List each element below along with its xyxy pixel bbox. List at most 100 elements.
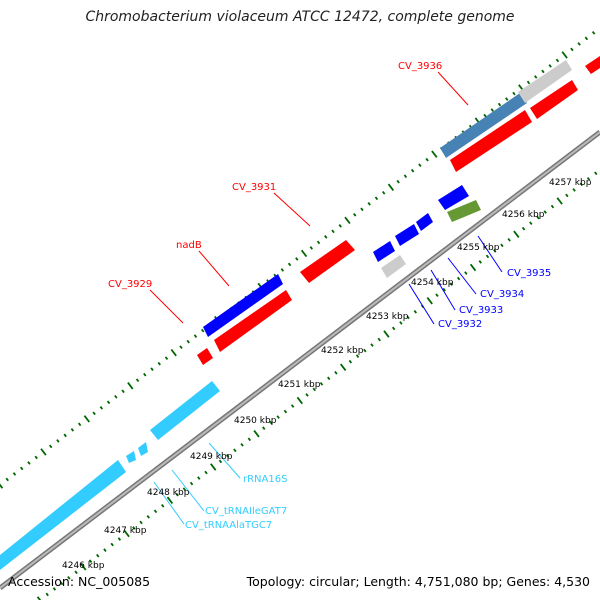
tick-mark: [374, 196, 379, 201]
tick-mark: [150, 367, 154, 372]
gene-rna-long[interactable]: [0, 460, 126, 570]
tick-mark: [324, 235, 328, 239]
tick-mark: [456, 276, 461, 281]
tick-mark: [121, 389, 125, 394]
tick-mark: [312, 387, 316, 392]
tick-mark: [74, 570, 78, 575]
tick-mark: [146, 515, 150, 519]
gene-red-b[interactable]: [530, 80, 578, 119]
tick-mark: [77, 422, 82, 427]
tick-mark: [577, 42, 581, 46]
label-cv-3933[interactable]: CV_3933: [459, 305, 503, 316]
tick-mark: [360, 207, 364, 212]
tick-mark: [110, 542, 114, 547]
tick-mark: [164, 356, 169, 360]
gene-cv-3936-a[interactable]: [440, 93, 527, 158]
tick-mark: [45, 592, 49, 597]
tick-mark: [363, 348, 367, 353]
genome-summary: Topology: circular; Length: 4,751,080 bp…: [246, 574, 590, 589]
tick-mark: [67, 576, 71, 580]
gene-cv-3932-a[interactable]: [395, 224, 419, 246]
tick-mark: [96, 553, 100, 558]
tick-mark: [201, 328, 205, 333]
gene-grey-b[interactable]: [381, 255, 406, 278]
label-nadb[interactable]: nadB: [176, 240, 202, 251]
gene-trna-ala[interactable]: [126, 451, 136, 463]
tick-mark: [338, 224, 342, 228]
tick-mark: [478, 260, 482, 264]
tick-mark: [435, 293, 439, 297]
tick-mark: [300, 249, 308, 258]
label-cv-3932[interactable]: CV_3932: [438, 319, 482, 330]
tick-mark: [27, 461, 31, 465]
scale-label: 4248 kbp: [147, 488, 190, 498]
tick-mark: [529, 221, 533, 225]
tick-mark: [70, 428, 75, 432]
tick-mark: [123, 529, 130, 538]
label-cv-3931[interactable]: CV_3931: [232, 182, 276, 193]
label-trna-ala[interactable]: CV_tRNAAlaTGC7: [185, 520, 272, 531]
backbone: [0, 130, 600, 590]
tick-mark: [240, 443, 244, 447]
label-rrna16s[interactable]: rRNA16S: [243, 474, 287, 485]
tick-mark: [485, 254, 490, 259]
label-cv-3935[interactable]: CV_3935: [507, 268, 551, 279]
tick-mark: [48, 444, 53, 449]
tick-mark: [283, 409, 288, 414]
tick-mark: [262, 426, 266, 431]
tick-mark: [339, 363, 347, 371]
tick-mark: [396, 179, 400, 184]
tick-mark: [233, 448, 237, 453]
tick-mark: [52, 587, 57, 591]
forward-features: [0, 56, 600, 570]
tick-mark: [483, 113, 487, 118]
leader-lines: [149, 71, 503, 525]
tick-mark: [543, 210, 547, 214]
gene-trna-ile[interactable]: [138, 442, 148, 456]
tick-mark: [295, 257, 299, 261]
tick-mark: [505, 97, 509, 101]
label-cv-3934[interactable]: CV_3934: [480, 289, 524, 300]
gene-cv-3932-b[interactable]: [373, 241, 395, 262]
tick-mark: [170, 348, 177, 357]
label-trna-ile[interactable]: CV_tRNAIleGAT7: [205, 506, 287, 517]
gene-rrna16s[interactable]: [150, 381, 220, 440]
label-cv-3936[interactable]: CV_3936: [398, 61, 442, 72]
tick-mark: [391, 326, 396, 331]
tick-mark: [353, 213, 357, 217]
tick-mark: [348, 359, 353, 364]
tick-mark: [534, 75, 538, 79]
gene-cv-3929[interactable]: [214, 290, 292, 352]
tick-mark: [377, 337, 381, 342]
tick-mark: [166, 496, 174, 504]
gene-red-c[interactable]: [585, 56, 600, 74]
scale-label: 4255 kbp: [457, 243, 500, 253]
outer-tick-ring: [0, 31, 596, 489]
gene-cv-3933[interactable]: [416, 213, 433, 231]
tick-mark: [296, 396, 303, 405]
gene-red-small[interactable]: [197, 348, 213, 365]
tick-mark: [431, 150, 438, 158]
tick-mark: [561, 51, 568, 59]
gene-grey-a[interactable]: [518, 60, 572, 103]
tick-mark: [500, 243, 504, 248]
gene-cv-3931[interactable]: [300, 240, 355, 283]
gene-cv-3935[interactable]: [447, 200, 481, 222]
tick-mark: [56, 439, 60, 443]
tick-mark: [210, 463, 217, 471]
tick-mark: [127, 382, 134, 390]
gene-cv-3934[interactable]: [438, 185, 469, 210]
tick-mark: [99, 405, 104, 410]
label-cv-3929[interactable]: CV_3929: [108, 279, 152, 290]
tick-mark: [387, 183, 395, 191]
tick-mark: [355, 354, 360, 358]
scale-label: 4254 kbp: [411, 278, 454, 288]
tick-mark: [370, 343, 374, 347]
tick-mark: [367, 201, 371, 206]
gene-red-a[interactable]: [450, 110, 532, 172]
tick-mark: [0, 483, 4, 489]
gene-nadb[interactable]: [203, 274, 283, 337]
tick-mark: [591, 31, 596, 35]
tick-mark: [175, 492, 179, 497]
